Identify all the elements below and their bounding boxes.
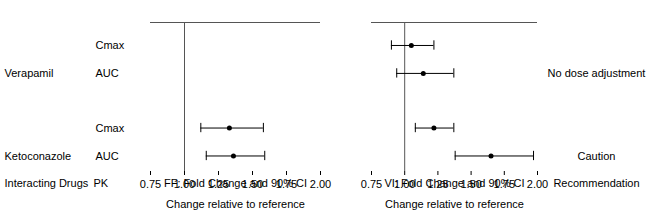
svg-text:2.00: 2.00	[310, 178, 331, 190]
svg-text:Recommendation: Recommendation	[553, 177, 639, 189]
svg-text:Cmax: Cmax	[96, 39, 125, 51]
svg-text:PK: PK	[94, 177, 109, 189]
svg-text:AUC: AUC	[96, 149, 119, 161]
svg-text:Caution: Caution	[578, 149, 616, 161]
svg-text:2.00: 2.00	[527, 178, 548, 190]
svg-text:Change relative to reference: Change relative to reference	[166, 198, 305, 210]
svg-text:FF: Fold Change and 90% CI: FF: Fold Change and 90% CI	[164, 177, 307, 189]
svg-text:0.75: 0.75	[140, 178, 161, 190]
svg-text:No dose adjustment: No dose adjustment	[548, 67, 646, 79]
svg-text:AUC: AUC	[96, 67, 119, 79]
svg-text:Verapamil: Verapamil	[5, 67, 54, 79]
svg-text:Cmax: Cmax	[96, 122, 125, 134]
svg-text:Interacting Drugs: Interacting Drugs	[5, 177, 89, 189]
svg-text:Change relative to reference: Change relative to reference	[385, 198, 524, 210]
svg-text:VI: Fold Change and 90% CI: VI: Fold Change and 90% CI	[384, 177, 524, 189]
svg-text:0.75: 0.75	[361, 178, 382, 190]
svg-text:Ketoconazole: Ketoconazole	[5, 149, 72, 161]
